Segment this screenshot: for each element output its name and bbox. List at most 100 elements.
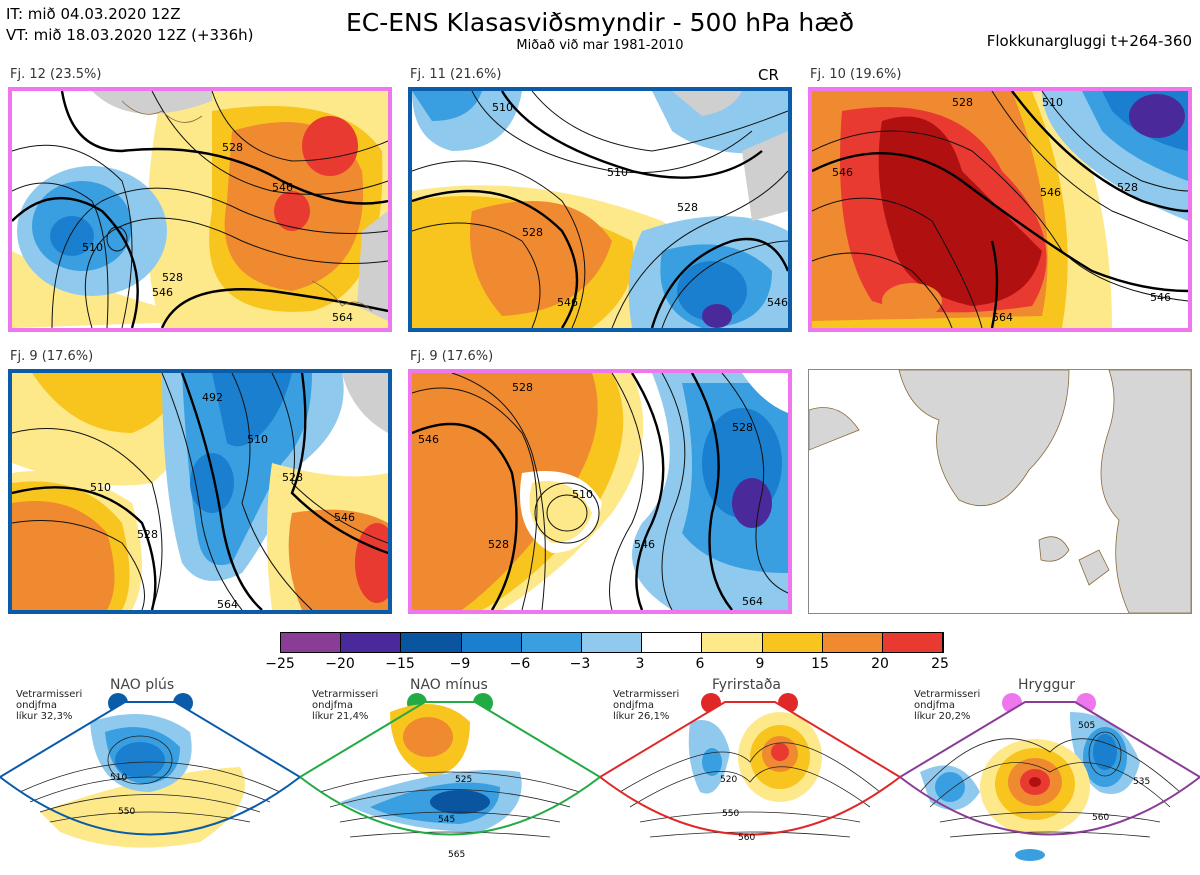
regime-1-contour-label: 510 <box>110 773 127 783</box>
panel-3-contour-label: 564 <box>992 311 1013 324</box>
panel-4-contour-label: 528 <box>137 528 158 541</box>
colorbar-tick: 15 <box>811 656 829 672</box>
panel-2-contour-label: 510 <box>492 101 513 114</box>
regime-3-contour-label: 550 <box>722 809 739 819</box>
panel-5-contour-label: 510 <box>572 488 593 501</box>
panel-2-contour-label: 510 <box>607 166 628 179</box>
regime-1-contour-label: 550 <box>118 807 135 817</box>
cluster-map-panel-4: 492 510 528 510 528 546 564 <box>8 369 392 614</box>
panel-1-contour-label: 528 <box>222 141 243 154</box>
regime-2-contour-label: 565 <box>448 850 465 860</box>
colorbar-tick: 25 <box>931 656 949 672</box>
regime-2-contour-label: 525 <box>455 775 472 785</box>
panel-2-cr-marker: CR <box>758 66 779 84</box>
regime-2-title: NAO mínus <box>410 677 488 693</box>
colorbar-tick: 6 <box>695 656 705 672</box>
panel-2-label: Fj. 11 (21.6%) <box>410 67 502 82</box>
regime-note-line: líkur 26,1% <box>613 711 670 722</box>
colorbar-swatch <box>521 633 582 652</box>
colorbar-swatch <box>822 633 883 652</box>
panel-5-contour-label: 546 <box>634 538 655 551</box>
regime-4-contour-label: 535 <box>1133 777 1150 787</box>
regime-3-title: Fyrirstaða <box>712 677 781 693</box>
colorbar-tick: −15 <box>385 656 415 672</box>
base-map-panel <box>808 369 1192 614</box>
cluster-map-panel-3: 546 528 510 546 528 564 546 <box>808 87 1192 332</box>
regime-2-note: Vetrarmisseri ondjfma líkur 21,4% <box>312 689 378 722</box>
cluster-map-panel-5: 528 546 510 528 546 564 528 <box>408 369 792 614</box>
colorbar-tick: 20 <box>871 656 889 672</box>
init-time: IT: mið 04.03.2020 12Z <box>6 5 181 23</box>
panel-1-label: Fj. 12 (23.5%) <box>10 67 102 82</box>
regime-note-line: ondjfma <box>613 700 654 711</box>
regime-3-contour-label: 520 <box>720 775 737 785</box>
panel-3-label: Fj. 10 (19.6%) <box>810 67 902 82</box>
panel-4-contour-label: 564 <box>217 598 238 610</box>
colorbar-swatch <box>581 633 643 652</box>
regime-note-line: líkur 32,3% <box>16 711 73 722</box>
panel-3-contour-label: 546 <box>1040 186 1061 199</box>
panel-1-contour-label: 546 <box>152 286 173 299</box>
panel-4-contour-label: 510 <box>90 481 111 494</box>
panel-2-contour-label: 546 <box>557 296 578 309</box>
colorbar-tick: −9 <box>449 656 471 672</box>
colorbar-tick: 3 <box>635 656 645 672</box>
panel-1-contour-label: 546 <box>272 181 293 194</box>
regime-3-note: Vetrarmisseri ondjfma líkur 26,1% <box>613 689 679 722</box>
cluster-map-panel-1: 510 528 546 546 528 564 <box>8 87 392 332</box>
regime-4-map: 505 535 560 <box>898 692 1200 871</box>
colorbar-swatch <box>341 633 402 652</box>
regime-1-title: NAO plús <box>110 677 175 693</box>
colorbar-swatch <box>762 633 823 652</box>
panel-5-contour-label: 528 <box>512 381 533 394</box>
classification-window: Flokkunargluggi t+264-360 <box>986 32 1192 50</box>
colorbar-tick: −3 <box>569 656 591 672</box>
regime-note-line: Vetrarmisseri <box>914 689 981 700</box>
regime-note-line: ondjfma <box>16 700 57 711</box>
regime-4-note: Vetrarmisseri ondjfma líkur 20,2% <box>914 689 980 722</box>
colorbar <box>280 632 944 653</box>
panel-2-contour-label: 546 <box>767 296 788 309</box>
regime-note-line: líkur 21,4% <box>312 711 369 722</box>
panel-4-label: Fj. 9 (17.6%) <box>10 349 94 364</box>
panel-4-contour-label: 492 <box>202 391 223 404</box>
regime-note-line: Vetrarmisseri <box>613 689 680 700</box>
regime-3-map: 520 550 560 <box>598 692 902 871</box>
panel-5-contour-label: 528 <box>488 538 509 551</box>
regime-2-map: 525 545 565 <box>298 692 602 871</box>
regime-note-line: ondjfma <box>312 700 353 711</box>
regime-1-note: Vetrarmisseri ondjfma líkur 32,3% <box>16 689 82 722</box>
panel-4-contour-label: 528 <box>282 471 303 484</box>
cluster-map-panel-2: 528 510 528 510 546 546 <box>408 87 792 332</box>
regime-3-contour-label: 560 <box>738 833 755 843</box>
panel-2-contour-label: 528 <box>522 226 543 239</box>
colorbar-tick: −6 <box>509 656 531 672</box>
regime-4-contour-label: 505 <box>1078 721 1095 731</box>
panel-2-contour-label: 528 <box>677 201 698 214</box>
panel-1-contour-label: 510 <box>82 241 103 254</box>
regime-4-contour-label: 560 <box>1092 813 1109 823</box>
colorbar-tick: −25 <box>265 656 295 672</box>
colorbar-swatch <box>401 633 462 652</box>
header-times: IT: mið 04.03.2020 12Z VT: mið 18.03.202… <box>6 4 254 46</box>
panel-5-contour-label: 528 <box>732 421 753 434</box>
regime-note-line: líkur 20,2% <box>914 711 971 722</box>
regime-2-contour-label: 545 <box>438 815 455 825</box>
page-title: EC-ENS Klasasviðsmyndir - 500 hPa hæð <box>345 8 855 37</box>
panel-4-contour-label: 510 <box>247 433 268 446</box>
colorbar-tick: 9 <box>755 656 765 672</box>
regime-1-map: 510 550 <box>0 692 302 871</box>
regime-note-line: Vetrarmisseri <box>16 689 83 700</box>
panel-3-contour-label: 546 <box>832 166 853 179</box>
colorbar-swatch <box>281 633 342 652</box>
page-subtitle: Miðað við mar 1981-2010 <box>516 38 684 53</box>
panel-5-contour-label: 546 <box>418 433 439 446</box>
regime-4-title: Hryggur <box>1018 677 1075 693</box>
regime-note-line: Vetrarmisseri <box>312 689 379 700</box>
panel-1-contour-label: 528 <box>162 271 183 284</box>
colorbar-swatch <box>882 633 944 652</box>
panel-4-contour-label: 546 <box>334 511 355 524</box>
panel-3-contour-label: 546 <box>1150 291 1171 304</box>
panel-3-contour-label: 510 <box>1042 96 1063 109</box>
colorbar-swatch <box>642 633 703 652</box>
